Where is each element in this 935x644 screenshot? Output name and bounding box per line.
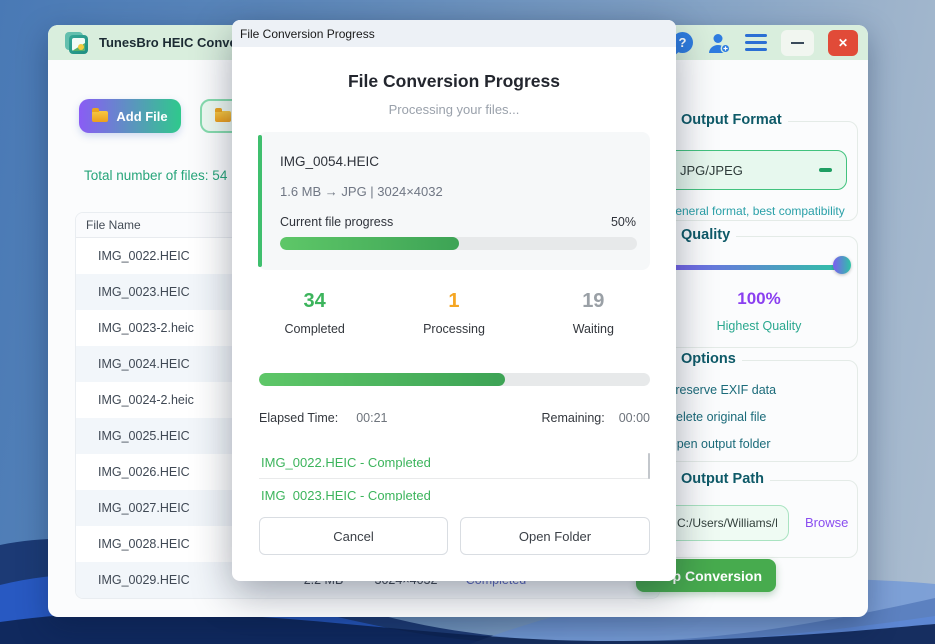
dialog-subheading: Processing your files... [388,102,520,117]
stat-waiting-label: Waiting [572,322,614,336]
option-open-output-folder[interactable]: Open output folder [667,437,771,451]
output-format-select[interactable]: JPG/JPEG [665,150,847,190]
stat-processing-label: Processing [423,322,485,336]
stat-completed-value: 34 [303,290,326,312]
file-name-cell: IMG_0029.HEIC [98,573,190,587]
current-progress-label: Current file progress [280,215,394,229]
options-heading: Options [675,351,742,367]
remaining-label: Remaining: [541,411,605,425]
browse-link[interactable]: Browse [805,515,849,530]
cancel-button[interactable]: Cancel [259,517,448,555]
current-progress-fill [280,237,459,250]
conversion-progress-dialog: File Conversion Progress File Conversion… [232,20,676,581]
quality-caption: Highest Quality [716,319,802,333]
log-divider [259,478,650,479]
stat-completed: 34 Completed [245,290,384,336]
quality-slider-track[interactable] [663,265,846,270]
log-entry: IMG_0023.HEIC - Completed [261,488,431,501]
current-file-card: IMG_0054.HEIC 1.6 MB → JPG | 3024×4032 C… [258,132,650,270]
stat-processing-value: 1 [448,290,460,312]
file-name-cell: IMG_0023.HEIC [98,285,190,299]
card-accent-bar [258,135,262,267]
current-progress-percent: 50% [610,215,636,229]
stats-row: 34 Completed 1 Processing 19 Waiting [245,290,663,336]
stat-waiting-value: 19 [582,290,605,312]
app-logo-icon [64,31,90,55]
minimize-icon [791,41,804,44]
option-delete-original[interactable]: Delete original file [667,410,767,424]
app-title: TunesBro HEIC Converter [99,35,259,50]
output-path-panel: Output Path Browse [660,471,858,558]
file-name-cell: IMG_0027.HEIC [98,501,190,515]
window-titlebar: TunesBro HEIC Converter ? ✕ [48,25,868,60]
help-icon[interactable]: ? [672,32,693,56]
dialog-heading: File Conversion Progress [347,71,560,91]
stat-processing: 1 Processing [384,290,523,336]
output-format-panel: Output Format JPG/JPEG General format, b… [660,112,858,221]
current-file-name: IMG_0054.HEIC [280,154,380,169]
menu-icon[interactable] [745,34,767,51]
table-row[interactable]: IMG_0024-2.heic [76,382,659,418]
file-name-cell: IMG_0022.HEIC [98,249,190,263]
close-button[interactable]: ✕ [828,29,858,56]
remaining-value: 00:00 [618,411,650,425]
output-path-heading: Output Path [675,471,770,487]
files-summary: Total number of files: 54 | To [84,168,253,183]
dialog-titlebar: File Conversion Progress [232,20,676,47]
table-row[interactable]: IMG_0028.HEIC [76,526,659,562]
file-name-cell: IMG_0024-2.heic [98,393,194,407]
output-format-value: JPG/JPEG [680,162,743,178]
overall-progress-bar [259,373,650,386]
table-row[interactable]: IMG_0022.HEIC [76,238,659,274]
output-format-caption: General format, best compatibility [666,204,845,218]
account-add-icon[interactable] [707,32,731,54]
file-name-cell: IMG_0024.HEIC [98,357,190,371]
minimize-button[interactable] [781,29,814,56]
file-name-cell: IMG_0028.HEIC [98,537,190,551]
folder-icon [215,107,231,122]
options-panel: Options Preserve EXIF data Delete origin… [660,351,858,462]
file-name-cell: IMG_0025.HEIC [98,429,190,443]
quality-panel: Quality 100% Highest Quality [660,227,858,348]
log-entry: IMG_0022.HEIC - Completed [261,455,431,470]
table-row[interactable]: IMG_0026.HEIC [76,454,659,490]
file-name-cell: IMG_0026.HEIC [98,465,190,479]
stat-completed-label: Completed [284,322,345,336]
table-row[interactable]: IMG_0023-2.heic [76,310,659,346]
log-scrollbar[interactable] [648,453,650,479]
add-file-label: Add File [116,108,168,124]
conversion-log[interactable]: IMG_0022.HEIC - Completed IMG_0023.HEIC … [259,445,650,501]
overall-progress-fill [259,373,506,386]
option-preserve-exif[interactable]: Preserve EXIF data [667,383,777,397]
current-file-meta: 1.6 MB → JPG | 3024×4032 [280,184,443,199]
current-progress-bar [280,237,637,250]
elapsed-value: 00:21 [356,411,388,425]
quality-slider-thumb[interactable] [833,256,851,274]
elapsed-label: Elapsed Time: [259,411,339,425]
file-name-cell: IMG_0023-2.heic [98,321,194,335]
select-dash-icon [819,168,832,172]
time-row: Elapsed Time: 00:21 Remaining: 00:00 [259,411,650,425]
add-file-button[interactable]: Add File [79,99,181,133]
output-format-heading: Output Format [675,112,788,128]
folder-icon [92,107,109,122]
open-folder-button[interactable]: Open Folder [460,517,650,555]
quality-heading: Quality [675,227,737,243]
quality-value: 100% [737,289,781,308]
output-path-input[interactable] [665,505,789,541]
stat-waiting: 19 Waiting [524,290,663,336]
